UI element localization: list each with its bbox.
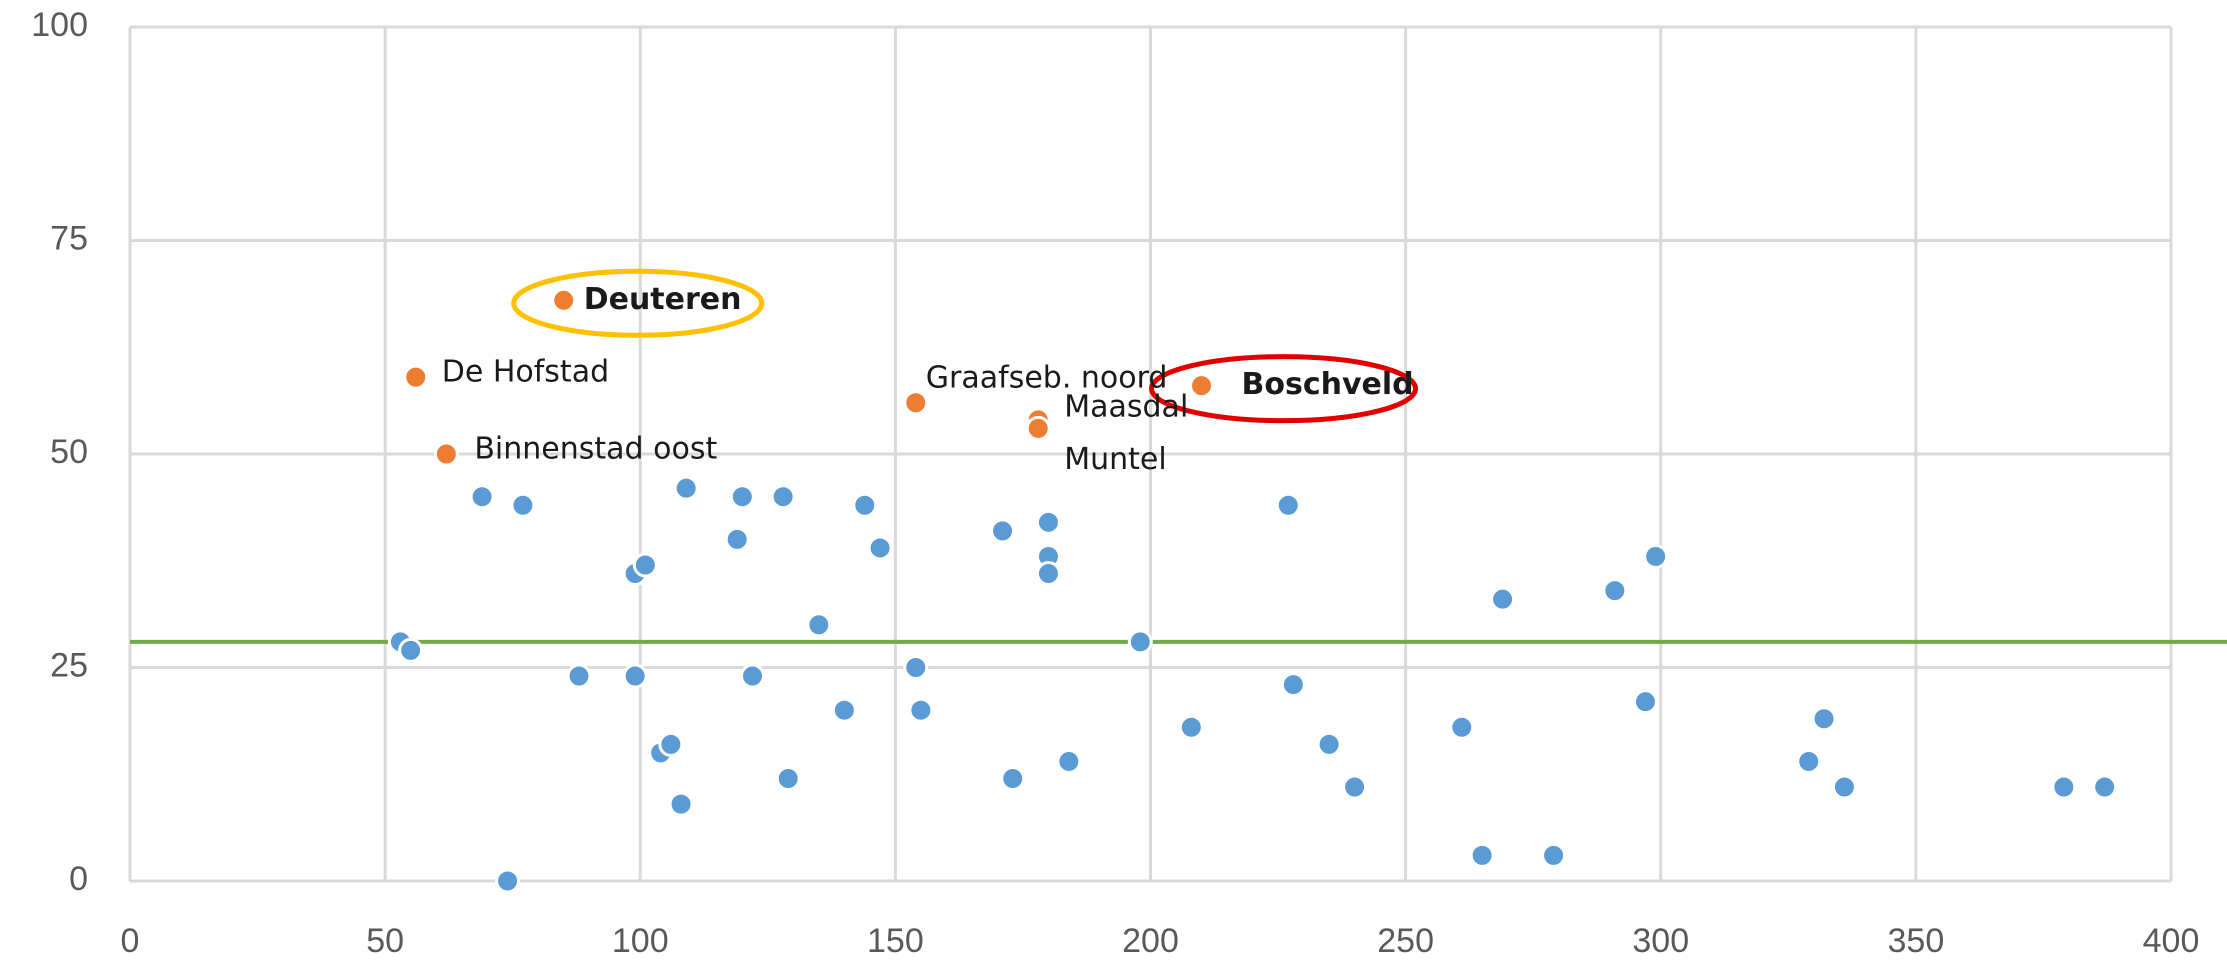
point — [1127, 629, 1153, 655]
point — [1056, 748, 1082, 774]
point — [1632, 689, 1658, 715]
point — [1189, 373, 1215, 399]
point — [658, 731, 684, 757]
point — [1449, 714, 1475, 740]
point — [908, 697, 934, 723]
y-tick-label: 50 — [50, 433, 88, 471]
y-tick-label: 0 — [69, 860, 88, 898]
point — [1811, 706, 1837, 732]
point — [903, 390, 929, 416]
point — [398, 637, 424, 663]
point — [1541, 842, 1567, 868]
point — [724, 526, 750, 552]
x-tick-label: 0 — [121, 922, 140, 960]
point — [566, 663, 592, 689]
point — [1275, 492, 1301, 518]
point — [1602, 578, 1628, 604]
point — [632, 552, 658, 578]
point-label: Deuteren — [584, 282, 742, 317]
y-tick-label: 25 — [50, 646, 88, 684]
point — [1035, 509, 1061, 535]
point-label: Maasdal — [1064, 389, 1188, 424]
point — [510, 492, 536, 518]
point — [903, 655, 929, 680]
point — [990, 518, 1016, 544]
point — [770, 484, 796, 510]
highlight-ring — [511, 268, 765, 338]
point — [867, 535, 893, 561]
point — [1000, 766, 1026, 792]
point — [2051, 774, 2077, 800]
point — [775, 766, 801, 792]
point — [433, 441, 459, 467]
x-tick-label: 150 — [867, 922, 924, 960]
point — [668, 791, 694, 817]
x-tick-label: 50 — [366, 922, 404, 960]
point — [852, 492, 878, 518]
y-tick-label: 100 — [31, 6, 88, 44]
point — [403, 364, 429, 390]
point — [551, 287, 577, 313]
point — [469, 484, 495, 510]
point — [1178, 714, 1204, 740]
point — [1643, 543, 1669, 569]
point — [729, 484, 755, 510]
x-tick-label: 400 — [2143, 922, 2200, 960]
x-tick-label: 100 — [612, 922, 669, 960]
highlight-ring — [1149, 354, 1419, 424]
point — [1469, 842, 1495, 868]
point — [1342, 774, 1368, 800]
x-tick-label: 250 — [1377, 922, 1434, 960]
point — [622, 663, 648, 689]
point — [1280, 672, 1306, 698]
point — [1796, 748, 1822, 774]
point — [2092, 774, 2118, 800]
point — [1025, 415, 1051, 441]
point-label: Binnenstad oost — [474, 432, 717, 467]
point — [1831, 774, 1857, 800]
point — [673, 475, 699, 501]
y-tick-label: 75 — [50, 219, 88, 257]
point-label: De Hofstad — [442, 355, 609, 390]
point — [740, 663, 766, 689]
point-label: Muntel — [1064, 442, 1166, 477]
point — [806, 612, 832, 638]
x-tick-label: 300 — [1632, 922, 1689, 960]
point — [1490, 586, 1516, 612]
x-tick-label: 350 — [1888, 922, 1945, 960]
point — [1316, 731, 1342, 757]
point — [831, 697, 857, 723]
point — [1035, 561, 1061, 587]
point-label: Graafseb. noord — [926, 360, 1168, 395]
point — [495, 868, 521, 894]
x-tick-label: 200 — [1122, 922, 1179, 960]
point-label: Boschveld — [1242, 367, 1414, 402]
